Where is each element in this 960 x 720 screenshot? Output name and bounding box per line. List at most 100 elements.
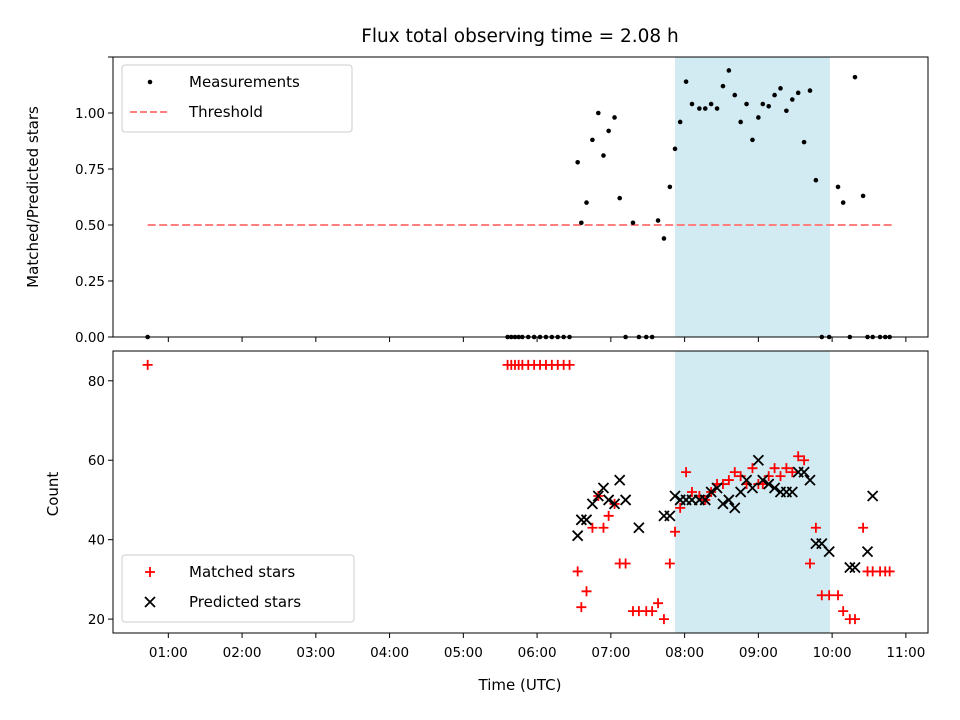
bottom-y-tick-label: 80 [88,374,105,390]
top-measurements-point [579,220,584,226]
bottom-matched-stars-point [576,602,587,613]
top-measurements-point [852,74,858,80]
top-legend-label: Measurements [189,73,300,91]
top-measurements-point [744,101,749,107]
top-measurements-point [756,115,761,120]
top-measurements-point [789,97,795,102]
top-measurements-point [750,137,755,143]
bottom-predicted-stars-point [823,545,835,558]
top-y-tick-label: 0.50 [75,218,105,234]
bottom-predicted-stars-point [619,494,632,506]
bottom-legend-label: Predicted stars [189,593,301,611]
bottom-predicted-stars-point [572,530,584,542]
top-observing-span [675,57,830,337]
bottom-matched-stars-point [686,487,697,497]
bottom-x-tick-label: 08:00 [665,645,704,661]
top-measurements-point [708,101,714,107]
top-measurements-point [612,115,617,120]
bottom-predicted-stars-point [580,514,593,526]
bottom-matched-stars-point [142,359,153,370]
bottom-matched-stars-point [838,606,849,617]
top-measurements-point [760,101,766,107]
top-legend-marker [147,79,153,85]
top-measurements-point [801,139,807,145]
bottom-x-tick-label: 04:00 [370,645,409,661]
bottom-predicted-stars-point [603,494,615,506]
bottom-predicted-stars-point [861,545,874,558]
bottom-matched-stars-point [804,558,815,569]
top-measurements-point [772,92,777,98]
bottom-predicted-stars-point [746,482,759,494]
top-measurements-point [584,200,589,205]
bottom-x-tick-label: 03:00 [296,645,335,661]
bottom-predicted-stars-point [597,482,610,494]
bottom-matched-stars-point [735,471,746,482]
top-measurements-point [590,137,595,143]
bottom-matched-stars-point [564,359,575,370]
top-measurements-point [667,184,673,190]
top-measurements-point [860,193,866,199]
bottom-matched-stars-point [717,479,728,490]
bottom-predicted-stars-point [717,498,729,510]
bottom-matched-stars-point [787,467,798,478]
top-measurements-point [714,106,720,111]
bottom-predicted-stars-point [711,482,723,494]
top-legend-box [121,64,353,133]
bottom-count-points [142,359,895,625]
bottom-x-tick-label: 11:00 [886,645,925,661]
bottom-matched-stars-point [729,467,740,478]
top-legend: Measurements Threshold [121,64,353,133]
top-measurements-point [726,68,732,73]
bottom-y-axis-label: Count [44,472,62,517]
bottom-predicted-stars-point [608,498,621,510]
bottom-predicted-stars-point [763,478,775,490]
top-measurements-point [655,218,661,223]
bottom-matched-stars-point [581,586,592,597]
bottom-y-tick-label: 20 [88,612,105,628]
top-ticks: 0.00 0.25 0.50 0.75 1.00 [75,56,907,346]
top-measurements-point [697,106,702,111]
bottom-x-tick-label: 01:00 [149,645,188,661]
top-measurements-point [784,108,789,114]
bottom-matched-stars-point [587,522,598,533]
top-measurements-point [766,103,771,109]
bottom-legend-box [121,554,355,623]
top-measurements-point [840,200,846,205]
bottom-x-tick-label: 06:00 [518,645,557,661]
top-y-tick-label: 0.00 [75,330,105,346]
bottom-predicted-stars-point [752,454,764,466]
bottom-predicted-stars-point [867,490,879,502]
top-measurements-point [720,83,726,89]
bottom-legend: Matched stars Predicted stars [121,554,355,623]
top-measurements-point [689,101,695,107]
bottom-predicted-stars-point [786,486,798,498]
bottom-matched-stars-point [884,566,895,577]
bottom-axes-frame [112,350,929,634]
top-measurement-points [145,68,892,340]
top-measurements-point [596,110,601,116]
bottom-predicted-stars-point [633,522,645,534]
top-measurements-point [661,236,667,241]
bottom-matched-stars-point [653,598,664,609]
bottom-predicted-stars-point [804,474,816,486]
bottom-matched-stars-point [670,526,681,537]
top-measurements-point [672,146,678,152]
top-axes: 0.00 0.25 0.50 0.75 1.00 Measurements Thresho… [24,56,929,346]
bottom-matched-stars-point [793,451,804,462]
bottom-matched-stars-point [763,471,774,482]
bottom-observing-span [675,351,830,633]
bottom-predicted-stars-point [740,474,753,486]
top-measurements-point [807,88,813,93]
bottom-predicted-stars-point [664,510,676,522]
top-measurements-point [738,119,743,125]
bottom-matched-stars-point [572,566,583,577]
top-measurements-point [813,177,819,183]
bottom-x-tick-label: 02:00 [223,645,262,661]
bottom-matched-stars-point [849,614,860,625]
bottom-matched-stars-point [723,475,734,486]
bottom-matched-stars-point [658,614,669,625]
bottom-matched-stars-point [824,590,835,601]
bottom-matched-stars-point [775,471,786,482]
bottom-predicted-stars-point [586,498,599,510]
